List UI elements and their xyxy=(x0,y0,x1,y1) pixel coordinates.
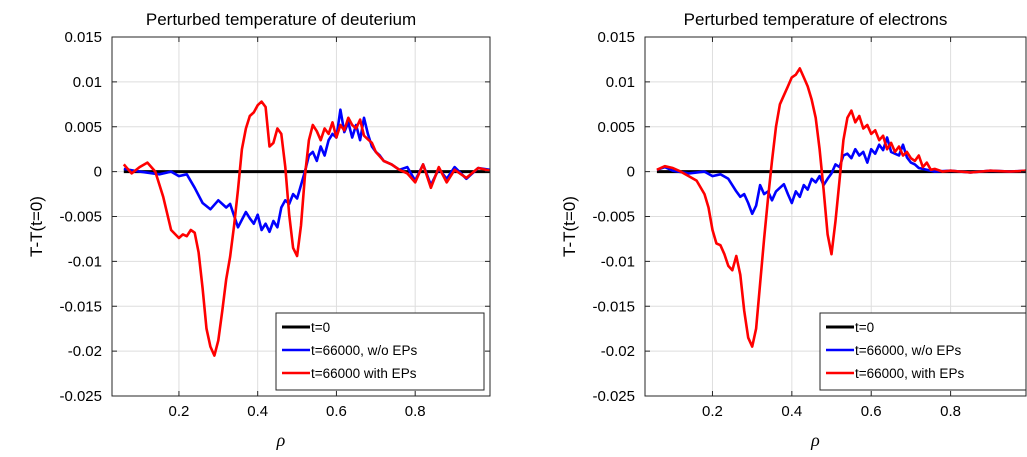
y-tick-label: 0.015 xyxy=(64,29,102,46)
y-tick-label: 0.01 xyxy=(73,74,102,91)
y-tick-label: 0.005 xyxy=(597,119,635,136)
series-line-2 xyxy=(656,67,1026,348)
x-tick-label: 0.8 xyxy=(405,403,426,420)
legend: t=0 t=66000, w/o EPs t=66000, with EPs xyxy=(819,312,1027,391)
y-tick-label: -0.025 xyxy=(59,388,102,405)
legend-box xyxy=(275,312,485,391)
legend-label: t=66000, with EPs xyxy=(855,366,964,381)
x-axis-label: ρ xyxy=(276,430,286,450)
y-tick-label: 0 xyxy=(627,164,635,181)
chart-title: Perturbed temperature of deuterium xyxy=(146,10,416,29)
x-tick-label: 0.6 xyxy=(326,403,347,420)
x-tick-label: 0.8 xyxy=(940,403,961,420)
y-tick-label: -0.015 xyxy=(592,298,635,315)
x-tick-label: 0.4 xyxy=(247,403,268,420)
x-tick-label: 0.4 xyxy=(781,403,802,420)
y-tick-label: 0 xyxy=(94,164,102,181)
legend-label: t=66000 with EPs xyxy=(311,366,417,381)
x-tick-label: 0.6 xyxy=(861,403,882,420)
legend-label: t=66000, w/o EPs xyxy=(855,343,961,358)
y-axis-label: T-T(t=0) xyxy=(560,196,579,257)
y-tick-label: -0.025 xyxy=(592,388,635,405)
series-group xyxy=(656,67,1026,348)
x-tick-label: 0.2 xyxy=(702,403,723,420)
y-tick-label: 0.01 xyxy=(606,74,635,91)
legend-label: t=0 xyxy=(311,320,330,335)
legend: t=0 t=66000, w/o EPs t=66000 with EPs xyxy=(275,312,485,391)
legend-label: t=0 xyxy=(855,320,874,335)
legend-box xyxy=(819,312,1027,391)
series-line-1 xyxy=(656,136,1026,216)
y-tick-label: -0.02 xyxy=(68,343,102,360)
chart-title: Perturbed temperature of electrons xyxy=(684,10,948,29)
x-axis-label: ρ xyxy=(810,430,820,450)
deuterium-chart-panel: 0.2 0.4 0.6 0.8 0.015 0.01 0.005 0 -0.005 -0.01 -0… xyxy=(27,10,491,450)
y-tick-label: -0.01 xyxy=(601,253,635,270)
series-line-2 xyxy=(122,100,490,357)
y-tick-label: -0.005 xyxy=(592,209,635,226)
y-tick-label: -0.015 xyxy=(59,298,102,315)
y-tick-label: 0.015 xyxy=(597,29,635,46)
electrons-chart-panel: 0.2 0.4 0.6 0.8 0.015 0.01 0.005 0 -0.005 -0.01 -0… xyxy=(560,10,1027,450)
legend-label: t=66000, w/o EPs xyxy=(311,343,417,358)
x-tick-label: 0.2 xyxy=(169,403,190,420)
y-tick-label: -0.01 xyxy=(68,253,102,270)
y-tick-label: -0.005 xyxy=(59,209,102,226)
y-tick-label: -0.02 xyxy=(601,343,635,360)
series-group xyxy=(122,100,490,357)
y-axis-label: T-T(t=0) xyxy=(27,196,46,257)
y-tick-label: 0.005 xyxy=(64,119,102,136)
